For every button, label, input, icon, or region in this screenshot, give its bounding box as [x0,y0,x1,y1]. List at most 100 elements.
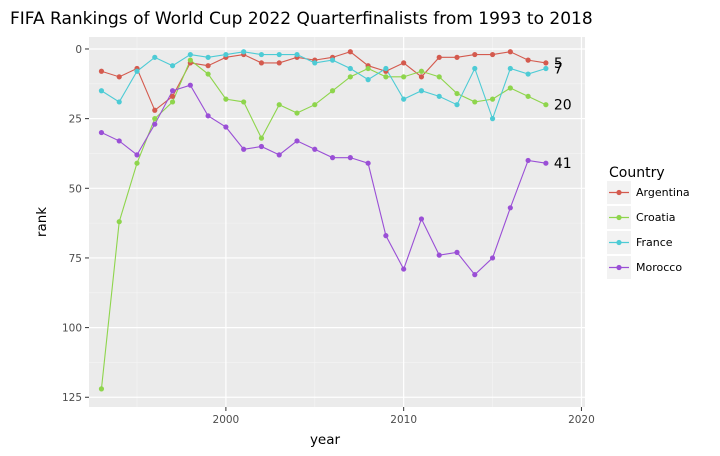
data-point-france [472,65,478,72]
data-point-croatia [241,99,247,105]
data-point-croatia [134,160,140,166]
data-point-croatia [312,102,318,108]
end-label-morocco: 41 [554,156,572,172]
data-point-france [525,71,531,77]
series-points [98,49,549,392]
data-point-france [116,99,122,105]
y-tick-label: 50 [69,183,82,195]
data-point-croatia [543,102,549,108]
data-point-france [223,51,229,58]
data-point-france [507,65,513,72]
data-point-morocco [241,146,247,152]
data-point-morocco [276,152,282,158]
x-tick-label: 2000 [213,414,240,426]
data-point-croatia [525,93,531,99]
legend-key-point-france [616,239,622,246]
data-point-france [241,49,247,55]
y-tick-labels: 0 25 50 75 100 125 [62,44,89,404]
y-tick-label: 125 [62,392,82,404]
end-label-france: 7 [554,61,563,77]
data-point-france [205,54,211,60]
data-point-france [543,65,549,72]
x-axis-title: year [310,432,341,448]
data-point-argentina [347,49,353,55]
data-point-france [294,51,300,58]
data-point-croatia [454,90,460,97]
data-point-croatia [347,74,353,80]
data-point-morocco [152,121,158,127]
data-point-morocco [329,155,336,161]
data-point-croatia [401,74,407,80]
data-point-croatia [169,99,176,105]
legend-key-point-morocco [616,264,622,271]
grid-lines [89,37,585,407]
data-point-france [489,116,496,122]
data-point-argentina [525,57,531,63]
data-point-argentina [507,49,513,55]
data-point-croatia [116,219,122,225]
data-point-morocco [436,252,442,258]
data-point-morocco [98,129,105,136]
end-labels: 5 20 7 41 [554,56,572,172]
data-point-argentina [258,60,265,66]
data-point-morocco [187,82,193,88]
y-tick-label: 0 [75,44,82,56]
data-point-france [329,57,336,63]
data-point-morocco [258,143,265,150]
series-lines [100,51,547,389]
data-point-croatia [276,102,282,108]
data-point-france [258,51,265,58]
data-point-morocco [294,138,300,144]
data-point-france [134,68,140,74]
data-point-argentina [205,63,211,69]
data-point-france [98,88,105,94]
data-point-argentina [489,51,496,58]
series-line-croatia [100,59,547,389]
data-point-croatia [472,99,478,105]
end-label-argentina: 5 [554,56,563,72]
y-axis-title: rank [34,207,50,237]
series-line-france [101,51,547,121]
data-point-france [312,60,318,66]
legend-label-france: France [636,236,673,249]
data-point-france [436,93,442,99]
data-point-argentina [169,93,176,99]
data-point-france [401,96,407,102]
data-point-france [187,51,193,58]
data-point-croatia [294,110,300,116]
legend-label-croatia: Croatia [636,211,676,224]
data-point-argentina [543,60,549,66]
data-point-france [383,65,389,72]
data-point-croatia [187,57,193,63]
data-point-morocco [383,233,389,239]
data-point-france [365,77,371,83]
data-point-morocco [223,124,229,130]
data-point-morocco [525,157,531,164]
data-point-argentina [152,107,158,113]
data-point-argentina [418,74,425,80]
legend-title: Country [609,165,665,181]
data-point-argentina [436,54,442,60]
data-point-croatia [489,96,496,102]
y-tick-label: 100 [62,323,82,335]
y-tick-label: 75 [69,253,82,265]
data-point-argentina [472,51,478,58]
legend-label-morocco: Morocco [636,261,682,274]
data-point-croatia [507,85,513,91]
end-label-croatia: 20 [554,98,572,114]
data-point-croatia [223,96,229,102]
data-point-croatia [418,68,425,74]
data-point-morocco [205,113,211,119]
data-point-morocco [169,88,176,94]
data-point-croatia [383,74,389,80]
series-line-argentina [101,51,546,112]
y-tick-label: 25 [69,114,82,126]
plot-panel [89,37,585,407]
data-point-morocco [365,160,371,166]
data-point-argentina [98,68,105,74]
data-point-morocco [489,255,496,261]
data-point-morocco [472,272,478,278]
data-point-croatia [152,116,158,122]
data-point-morocco [418,216,425,222]
data-point-croatia [329,88,336,94]
